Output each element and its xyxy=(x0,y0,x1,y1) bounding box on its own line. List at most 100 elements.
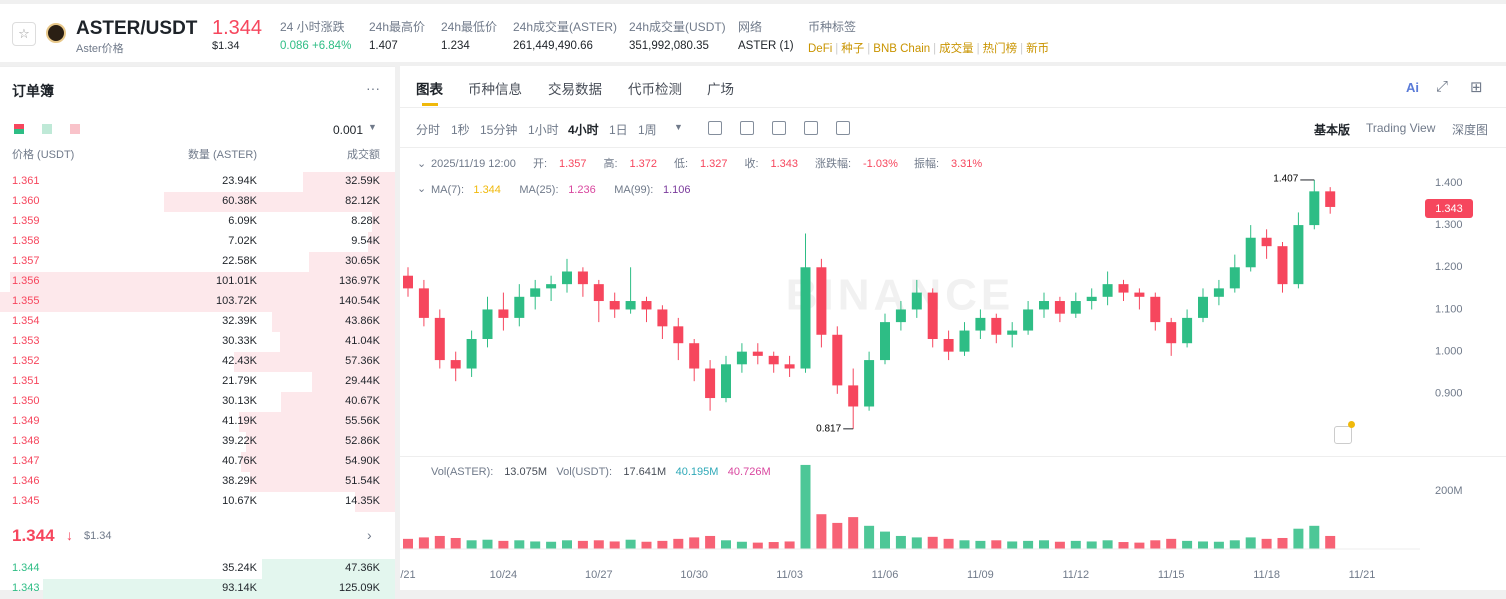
more-icon[interactable]: ··· xyxy=(366,80,380,96)
vol-value: 17.641M xyxy=(623,466,666,478)
volume-bar xyxy=(466,540,477,549)
tag[interactable]: DeFi xyxy=(808,43,833,55)
depth-bar xyxy=(261,559,395,579)
stat-value: 261,449,490.66 xyxy=(513,40,593,52)
interval[interactable]: 1小时 xyxy=(528,123,559,137)
interval[interactable]: 分时 xyxy=(416,123,441,137)
tool-icon[interactable] xyxy=(836,121,850,135)
tab[interactable]: 币种信息 xyxy=(468,82,522,97)
row-qty: 10.67K xyxy=(222,495,257,507)
volume-bar xyxy=(1054,541,1065,549)
fullscreen-icon[interactable]: ⤢ xyxy=(1436,78,1449,95)
tab[interactable]: 广场 xyxy=(707,82,734,97)
volume-bar xyxy=(752,542,763,549)
mode[interactable]: Trading View xyxy=(1366,121,1436,135)
candle-body xyxy=(1118,284,1129,293)
row-total: 55.56K xyxy=(345,415,380,427)
row-price: 1.346 xyxy=(12,475,40,487)
candle-body xyxy=(848,385,859,407)
row-qty: 40.76K xyxy=(222,455,257,467)
tag[interactable]: 新币 xyxy=(1026,43,1050,55)
ma-label: MA(25): xyxy=(519,184,558,196)
info-label: 高: xyxy=(604,156,618,170)
candle-body xyxy=(514,296,525,318)
x-tick-label: 11/09 xyxy=(967,569,994,581)
candle-body xyxy=(689,343,700,369)
tool-icon[interactable] xyxy=(740,121,754,135)
interval[interactable]: 1日 xyxy=(609,123,628,137)
ai-icon[interactable]: Ai xyxy=(1406,80,1419,95)
tags: DeFi | 种子 | BNB Chain | 成交量 | 热门榜 | 新币 xyxy=(808,40,1049,56)
row-qty: 39.22K xyxy=(222,435,257,447)
low-label: 0.817 xyxy=(816,423,841,434)
view-both-icon[interactable] xyxy=(14,124,24,134)
candle-body xyxy=(816,267,827,335)
volume-bar xyxy=(848,517,859,549)
row-total: 51.54K xyxy=(345,475,380,487)
tab[interactable]: 图表 xyxy=(416,82,443,97)
candle-body xyxy=(880,322,890,361)
tool-icon[interactable] xyxy=(804,121,818,135)
tag[interactable]: 热门榜 xyxy=(982,43,1018,55)
symbol: ASTER/USDT xyxy=(76,18,198,39)
candle-body xyxy=(1293,225,1304,285)
candle-body xyxy=(577,271,588,285)
interval-more: ▼ xyxy=(674,122,683,132)
tool-icon[interactable] xyxy=(708,121,722,135)
tool-icon[interactable] xyxy=(772,121,786,135)
candle-body xyxy=(418,288,429,318)
depth-step[interactable]: 0.001 xyxy=(333,123,364,137)
tag[interactable]: BNB Chain xyxy=(873,43,931,55)
volume-bar xyxy=(657,540,668,549)
volume-bar xyxy=(1277,537,1288,549)
info-time: 2025/11/19 12:00 xyxy=(431,158,516,170)
mid-price: 1.344 xyxy=(12,526,55,545)
row-qty: 93.14K xyxy=(222,582,257,594)
candle-body xyxy=(768,355,779,365)
interval[interactable]: 4小时 xyxy=(568,123,599,137)
mode[interactable]: 深度图 xyxy=(1452,123,1489,137)
tab[interactable]: 交易数据 xyxy=(548,82,602,97)
candle-body xyxy=(562,271,572,285)
candle-body xyxy=(1325,191,1336,207)
interval[interactable]: 15分钟 xyxy=(480,123,518,137)
x-tick-label: 10/24 xyxy=(490,569,518,581)
volume-bar xyxy=(991,540,1002,549)
stat-label: 24 小时涨跌 xyxy=(280,20,345,34)
tab[interactable]: 代币检测 xyxy=(628,82,682,97)
candle-body xyxy=(434,317,445,361)
row-qty: 103.72K xyxy=(216,295,257,307)
y-tick-label: 1.400 xyxy=(1435,177,1463,189)
row-qty: 41.19K xyxy=(222,415,257,427)
row-qty: 60.38K xyxy=(222,195,257,207)
depth-bar xyxy=(354,492,395,512)
x-tick-label: 11/12 xyxy=(1062,569,1089,581)
volume-bar xyxy=(721,540,731,549)
interval[interactable]: 1秒 xyxy=(451,123,470,137)
view-bids-icon[interactable] xyxy=(42,124,52,134)
stat-label: 24h最低价 xyxy=(441,20,498,34)
high-label: 1.407 xyxy=(1273,174,1298,185)
info-value: 1.357 xyxy=(559,158,587,170)
interval[interactable]: 1周 xyxy=(638,123,657,137)
row-qty: 7.02K xyxy=(228,235,257,247)
view-asks-icon[interactable] xyxy=(70,124,80,134)
depth-bar xyxy=(246,432,395,452)
divider xyxy=(400,456,1506,457)
candle-body xyxy=(705,368,716,399)
candle-body xyxy=(991,317,1002,335)
depth-bar xyxy=(238,412,395,432)
tag[interactable]: 成交量 xyxy=(939,43,974,55)
favorite-star[interactable]: ☆ xyxy=(12,22,36,46)
caret: ⌄ xyxy=(417,183,426,195)
note-icon[interactable] xyxy=(1334,426,1352,444)
tag[interactable]: 种子 xyxy=(841,43,865,55)
row-price: 1.356 xyxy=(12,275,40,287)
volume-bar xyxy=(609,541,620,549)
row-price: 1.354 xyxy=(12,315,40,327)
last-price-usd: $1.34 xyxy=(212,40,240,52)
mode[interactable]: 基本版 xyxy=(1314,123,1351,137)
row-price: 1.360 xyxy=(12,195,40,207)
layout-icon[interactable]: ⊞ xyxy=(1470,79,1483,96)
